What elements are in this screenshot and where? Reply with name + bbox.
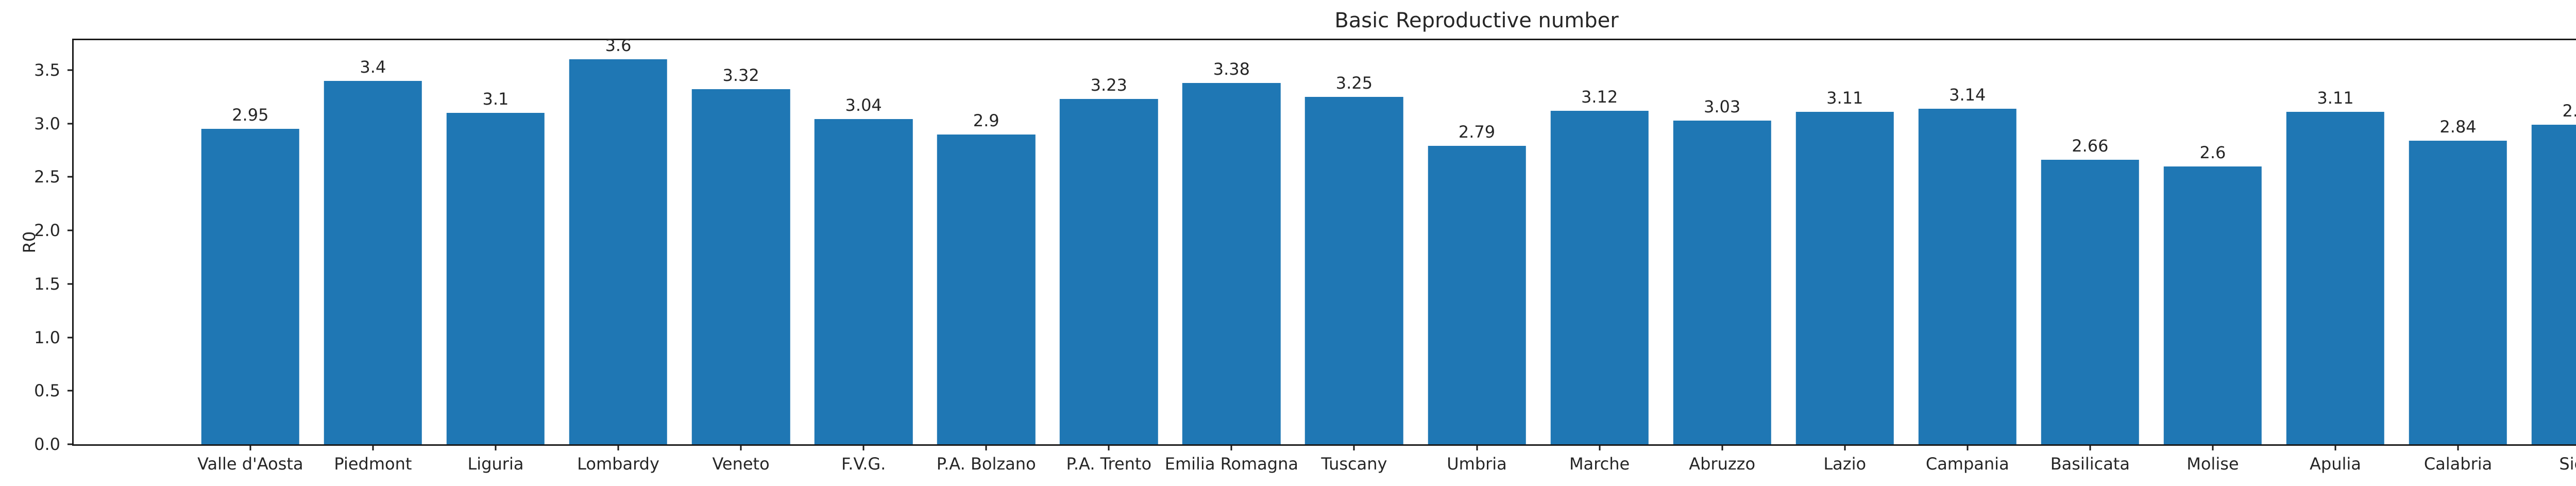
x-tick-label-veneto: Veneto xyxy=(712,454,770,474)
x-tick-label-marche: Marche xyxy=(1569,454,1630,474)
bar-value-label-marche: 3.12 xyxy=(1581,87,1618,107)
bar-value-label-emilia-romagna: 3.38 xyxy=(1213,59,1250,79)
x-tick-mark xyxy=(862,444,865,450)
bar-value-label-lombardy: 3.6 xyxy=(605,36,632,56)
x-tick-mark xyxy=(2457,444,2459,450)
bar-value-label-valle-d-aosta: 2.95 xyxy=(232,105,269,125)
bar-calabria xyxy=(2409,140,2507,444)
bar-value-label-liguria: 3.1 xyxy=(482,89,509,109)
x-tick-mark xyxy=(2212,444,2214,450)
x-tick-mark xyxy=(1476,444,1478,450)
bar-value-label-campania: 3.14 xyxy=(1949,85,1986,105)
y-tick-label-2.0: 2.0 xyxy=(34,221,60,241)
y-tick-mark xyxy=(67,229,74,231)
x-tick-label-molise: Molise xyxy=(2187,454,2239,474)
y-tick-label-0.0: 0.0 xyxy=(34,434,60,454)
bar-value-label-apulia: 3.11 xyxy=(2317,88,2354,108)
x-tick-label-liguria: Liguria xyxy=(467,454,524,474)
y-tick-mark xyxy=(67,337,74,339)
x-tick-label-apulia: Apulia xyxy=(2310,454,2361,474)
x-tick-label-calabria: Calabria xyxy=(2424,454,2493,474)
bar-lazio xyxy=(1795,111,1894,444)
x-tick-mark xyxy=(1844,444,1846,450)
x-tick-mark xyxy=(985,444,987,450)
bar-veneto xyxy=(691,89,790,444)
x-tick-mark xyxy=(740,444,742,450)
plot-area: 0.0 0.5 1.0 1.5 2.0 2.5 3.0 3.5 2.95 3.4 3.1 3.6 3.… xyxy=(34,36,2576,473)
x-tick-mark xyxy=(2334,444,2336,450)
bar-value-label-p-a-trento: 3.23 xyxy=(1090,75,1127,95)
x-tick-mark xyxy=(495,444,497,450)
x-tick-label-abruzzo: Abruzzo xyxy=(1689,454,1756,474)
y-tick-mark xyxy=(67,283,74,285)
y-tick-mark xyxy=(67,69,74,71)
bar-valle-d-aosta xyxy=(201,129,300,444)
x-tick-mark xyxy=(1353,444,1355,450)
x-tick-mark xyxy=(1108,444,1110,450)
bar-value-label-veneto: 3.32 xyxy=(722,65,759,86)
bar-apulia xyxy=(2286,111,2385,444)
bar-value-label-molise: 2.6 xyxy=(2199,142,2226,162)
bar-value-label-tuscany: 3.25 xyxy=(1335,73,1373,93)
x-tick-label-emilia-romagna: Emilia Romagna xyxy=(1164,454,1298,474)
x-tick-mark xyxy=(1967,444,1969,450)
x-tick-label-lombardy: Lombardy xyxy=(577,454,659,474)
x-tick-mark xyxy=(617,444,619,450)
x-tick-label-basilicata: Basilicata xyxy=(2050,454,2130,474)
bar-value-label-p-a-bolzano: 2.9 xyxy=(973,110,999,130)
bar-basilicata xyxy=(2041,160,2140,444)
bar-sicily xyxy=(2531,124,2576,444)
x-tick-label-lazio: Lazio xyxy=(1823,454,1867,474)
x-tick-mark xyxy=(1599,444,1601,450)
y-tick-label-3.0: 3.0 xyxy=(34,113,60,133)
bar-liguria xyxy=(446,113,545,444)
bar-value-label-basilicata: 2.66 xyxy=(2072,136,2109,156)
x-tick-label-umbria: Umbria xyxy=(1447,454,1507,474)
bar-value-label-f-v-g: 3.04 xyxy=(845,95,882,115)
y-tick-label-1.0: 1.0 xyxy=(34,327,60,347)
y-tick-label-0.5: 0.5 xyxy=(34,381,60,401)
bar-umbria xyxy=(1428,146,1526,444)
x-tick-label-sicily: Sicily xyxy=(2559,454,2576,474)
x-tick-mark xyxy=(1721,444,1723,450)
x-tick-label-campania: Campania xyxy=(1925,454,2009,474)
x-tick-mark xyxy=(2089,444,2091,450)
x-tick-label-p-a-trento: P.A. Trento xyxy=(1066,454,1152,474)
bar-value-label-lazio: 3.11 xyxy=(1826,88,1863,108)
bar-lombardy xyxy=(569,59,668,444)
chart-title: Basic Reproductive number xyxy=(1334,9,1619,32)
y-tick-mark xyxy=(67,443,74,445)
y-tick-label-2.5: 2.5 xyxy=(34,167,60,187)
y-tick-label-1.5: 1.5 xyxy=(34,274,60,294)
y-tick-mark xyxy=(67,123,74,125)
x-tick-label-piedmont: Piedmont xyxy=(334,454,412,474)
x-tick-label-f-v-g: F.V.G. xyxy=(841,454,886,474)
bar-value-label-abruzzo: 3.03 xyxy=(1704,96,1741,116)
bar-campania xyxy=(1918,108,2016,444)
bar-tuscany xyxy=(1305,96,1403,444)
x-tick-mark xyxy=(372,444,374,450)
bar-marche xyxy=(1550,110,1649,444)
x-tick-mark xyxy=(1230,444,1232,450)
x-tick-label-tuscany: Tuscany xyxy=(1321,454,1387,474)
bar-value-label-piedmont: 3.4 xyxy=(360,57,386,77)
bar-p-a-trento xyxy=(1060,99,1158,444)
y-tick-mark xyxy=(67,176,74,178)
x-tick-label-p-a-bolzano: P.A. Bolzano xyxy=(936,454,1036,474)
bar-value-label-calabria: 2.84 xyxy=(2439,116,2477,137)
bar-value-label-sicily: 2.99 xyxy=(2562,100,2576,121)
bar-molise xyxy=(2163,166,2262,444)
x-tick-label-valle-d-aosta: Valle d'Aosta xyxy=(197,454,303,474)
y-tick-label-3.5: 3.5 xyxy=(34,60,60,80)
bar-abruzzo xyxy=(1673,120,1771,444)
x-tick-mark xyxy=(249,444,251,450)
bar-piedmont xyxy=(324,80,422,444)
y-tick-mark xyxy=(67,390,74,392)
bar-emilia-romagna xyxy=(1182,82,1281,444)
bar-value-label-umbria: 2.79 xyxy=(1458,122,1496,142)
bar-p-a-bolzano xyxy=(937,134,1036,444)
bar-f-v-g xyxy=(814,119,913,444)
